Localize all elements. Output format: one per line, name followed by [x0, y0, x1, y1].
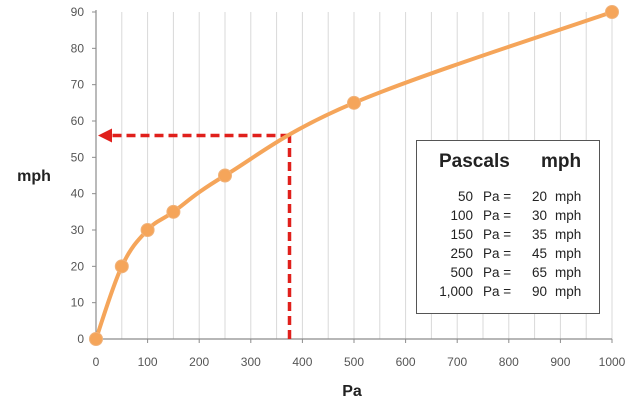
- legend-mph-value: 45: [531, 246, 547, 261]
- y-tick-label: 40: [71, 187, 85, 201]
- y-tick-label: 30: [71, 223, 85, 237]
- x-tick-label: 100: [138, 355, 158, 369]
- x-tick-label: 500: [344, 355, 364, 369]
- y-tick-label: 80: [71, 41, 85, 55]
- data-point: [347, 95, 361, 110]
- x-tick-label: 900: [550, 355, 570, 369]
- x-tick-label: 800: [499, 355, 519, 369]
- legend-row: 250 Pa = 45 mph: [417, 246, 599, 265]
- y-axis-title: mph: [17, 168, 51, 185]
- annotation-arrowhead: [98, 128, 112, 143]
- x-tick-label: 700: [447, 355, 467, 369]
- x-axis-title: Pa: [342, 383, 362, 400]
- y-tick-label: 50: [71, 150, 85, 164]
- legend-pa-unit: Pa =: [483, 227, 512, 242]
- y-tick-label: 60: [71, 114, 85, 128]
- legend-rows: 50 Pa = 20 mph 100 Pa = 30 mph 150 Pa = …: [417, 189, 599, 303]
- data-point: [89, 332, 103, 346]
- axes: [92, 10, 613, 343]
- legend-mph-unit: mph: [555, 265, 582, 280]
- x-tick-labels: 0 100 200 300 400 500 600 700 800 900 1000: [93, 355, 626, 369]
- legend-pa-unit: Pa =: [483, 246, 512, 261]
- data-point: [114, 259, 129, 274]
- annotation-arrow: [98, 128, 292, 339]
- legend-mph-value: 65: [531, 265, 547, 280]
- data-point: [218, 168, 232, 183]
- x-tick-label: 400: [292, 355, 312, 369]
- legend-mph-value: 90: [531, 284, 547, 299]
- legend-row: 100 Pa = 30 mph: [417, 208, 599, 227]
- x-tick-label: 0: [93, 355, 100, 369]
- y-tick-labels: 0 10 20 30 40 50 60 70 80 90: [71, 5, 85, 346]
- series: [89, 5, 619, 346]
- legend-pa-value: 250: [450, 246, 473, 261]
- legend-pa-value: 500: [450, 265, 473, 280]
- legend-mph-unit: mph: [555, 227, 582, 242]
- legend-row: 50 Pa = 20 mph: [417, 189, 599, 208]
- legend-mph-value: 35: [531, 227, 547, 242]
- legend-pa-value: 100: [450, 208, 473, 223]
- legend-pa-unit: Pa =: [483, 189, 512, 204]
- x-tick-label: 200: [189, 355, 209, 369]
- data-point: [605, 5, 619, 19]
- x-tick-label: 300: [241, 355, 261, 369]
- legend-pa-value: 150: [450, 227, 473, 242]
- y-tick-label: 70: [71, 78, 85, 92]
- legend-mph-unit: mph: [555, 189, 582, 204]
- y-tick-label: 10: [71, 296, 85, 310]
- data-point: [140, 223, 155, 237]
- legend-mph-value: 20: [531, 189, 547, 204]
- data-table-legend: Pascals mph 50 Pa = 20 mph 100 Pa = 30 m…: [416, 140, 600, 314]
- legend-row: 1,000 Pa = 90 mph: [417, 284, 599, 303]
- legend-mph-unit: mph: [555, 246, 582, 261]
- legend-pa-unit: Pa =: [483, 208, 512, 223]
- legend-row: 500 Pa = 65 mph: [417, 265, 599, 284]
- legend-header-pascals: Pascals: [439, 151, 510, 172]
- y-tick-label: 0: [77, 332, 84, 346]
- data-point: [166, 204, 181, 219]
- x-tick-label: 600: [396, 355, 416, 369]
- legend-pa-unit: Pa =: [483, 284, 512, 299]
- legend-row: 150 Pa = 35 mph: [417, 227, 599, 246]
- legend-mph-value: 30: [531, 208, 547, 223]
- legend-header-mph: mph: [541, 151, 582, 172]
- legend-pa-value: 50: [457, 189, 473, 204]
- legend-mph-unit: mph: [555, 284, 582, 299]
- x-tick-label: 1000: [599, 355, 626, 369]
- y-tick-label: 90: [71, 5, 85, 19]
- legend-pa-unit: Pa =: [483, 265, 512, 280]
- legend-mph-unit: mph: [555, 208, 582, 223]
- legend-pa-value: 1,000: [439, 284, 473, 299]
- y-tick-label: 20: [71, 259, 85, 273]
